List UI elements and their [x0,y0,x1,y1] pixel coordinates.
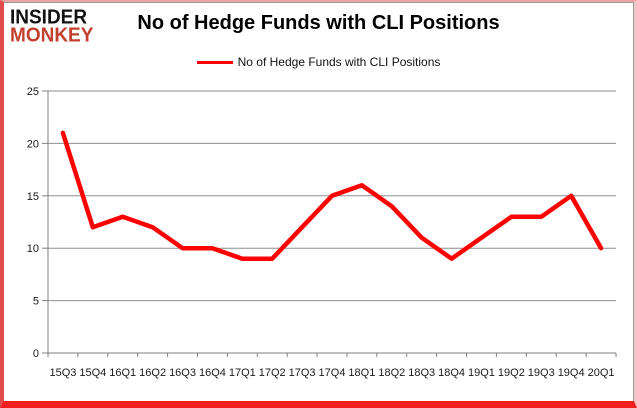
x-tick-label: 16Q2 [139,367,166,379]
x-tick-label: 19Q1 [468,367,495,379]
x-tick-label: 18Q1 [348,367,375,379]
chart-area: 0 5 10 15 20 25 15Q3 15Q4 16Q1 16Q2 16Q3 16Q4 17Q1 17… [4,2,634,401]
x-tick-label: 19Q3 [528,367,555,379]
legend-label: No of Hedge Funds with CLI Positions [237,55,441,69]
x-tick-label: 19Q2 [498,367,525,379]
x-tick-label: 16Q3 [169,367,196,379]
chart-title: No of Hedge Funds with CLI Positions [137,12,500,34]
x-tick-label: 16Q1 [109,367,136,379]
y-tick-label: 15 [27,191,39,203]
legend-line-swatch [196,60,233,64]
y-tick-label: 20 [27,138,39,150]
y-tick-label: 0 [33,348,39,360]
legend: No of Hedge Funds with CLI Positions [4,55,633,69]
y-tick-label: 25 [27,86,39,98]
insider-monkey-logo: INSIDER MONKEY [10,6,94,47]
x-tick-label: 16Q4 [199,367,226,379]
x-tick-label: 17Q2 [259,367,286,379]
x-tick-label: 18Q3 [408,367,435,379]
x-tick-label: 17Q4 [319,367,346,379]
logo-line-insider: INSIDER [10,6,88,29]
x-tick-label: 17Q3 [289,367,316,379]
logo-line-monkey: MONKEY [10,24,94,47]
x-tick-label: 18Q2 [378,367,405,379]
y-tick-label: 10 [27,243,39,255]
x-tick-label: 15Q3 [49,367,76,379]
y-tick-label: 5 [33,296,39,308]
data-line [60,130,604,261]
x-tick-label: 18Q4 [438,367,465,379]
x-tick-label: 19Q4 [558,367,585,379]
x-tick-label: 17Q1 [229,367,256,379]
x-tick-label: 15Q4 [79,367,106,379]
x-tick-label: 20Q1 [588,367,615,379]
